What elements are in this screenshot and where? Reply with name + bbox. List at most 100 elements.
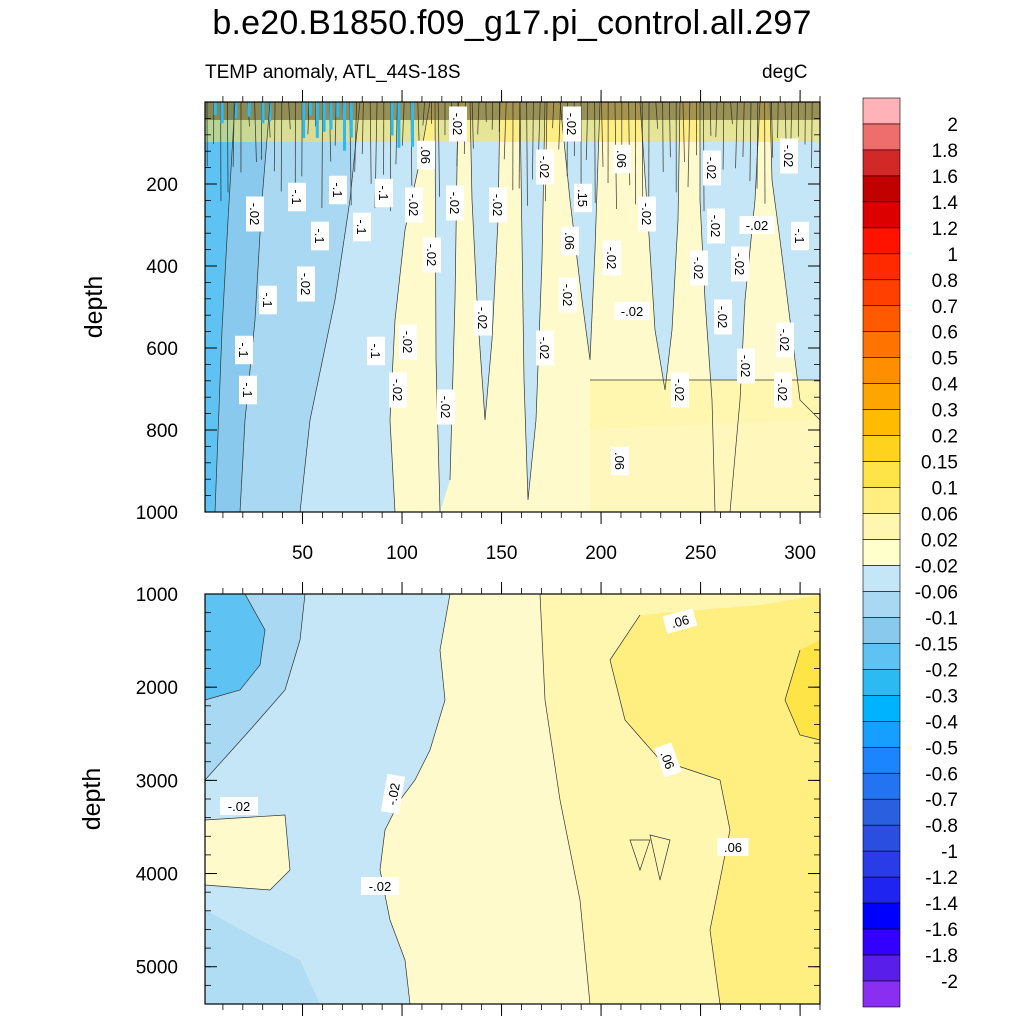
contour-label-lower-5: .06 — [717, 838, 749, 856]
colorbar-level-label-32: -1.8 — [925, 946, 958, 967]
colorbar-swatch-9 — [862, 331, 901, 359]
y-tick-label-4: 5000 — [136, 958, 178, 979]
surface-streak-83 — [771, 102, 774, 158]
contour-label-lower-1: -.02 — [380, 773, 406, 815]
colorbar-level-label-18: -0.06 — [915, 582, 958, 603]
y-tick-label-2: 3000 — [136, 771, 178, 792]
colorbar-swatch-24 — [862, 721, 901, 748]
surface-streak-7 — [254, 102, 257, 162]
svg-text:-.02: -.02 — [537, 337, 552, 359]
svg-text:-.02: -.02 — [715, 306, 730, 328]
colorbar-swatch-20 — [862, 617, 901, 644]
lower-axis-ticks: 1000 2000 3000 4000 5000 — [136, 582, 821, 1016]
colorbar-level-label-24: -0.5 — [925, 738, 958, 759]
contour-label-upper-33: -.02 — [536, 330, 554, 366]
contour-label-upper-13: .15 — [574, 183, 592, 213]
x-tick-label-1: 100 — [386, 543, 418, 564]
surface-streak-77 — [730, 102, 733, 124]
contour-label-upper-1: -.1 — [288, 182, 306, 212]
colorbar-level-label-16: 0.02 — [921, 531, 958, 552]
contour-label-upper-6: -.02 — [405, 187, 423, 223]
contour-label-upper-16: -.02 — [703, 150, 721, 186]
contour-label-upper-25: -.02 — [739, 216, 775, 234]
surface-streak-12 — [288, 102, 291, 130]
surface-streak-28 — [395, 102, 398, 165]
contour-label-upper-30: -.02 — [399, 324, 417, 360]
surface-streak-15 — [307, 102, 310, 135]
svg-text:.06: .06 — [657, 749, 677, 771]
surface-streak-29 — [401, 102, 405, 146]
colorbar-swatch-13 — [862, 435, 901, 462]
contour-label-upper-38: -.02 — [671, 372, 689, 408]
surface-cold-cell-30 — [411, 102, 414, 147]
chart-subtitle-variable: TEMP anomaly, ATL_44S-18S — [205, 62, 461, 83]
colorbar-level-label-22: -0.3 — [925, 686, 958, 707]
x-tick-label-4: 250 — [685, 543, 717, 564]
y-tick-label-1: 2000 — [136, 678, 178, 699]
surface-cold-cell-1 — [213, 102, 217, 116]
colorbar-swatch-5 — [862, 227, 901, 255]
svg-text:.06: .06 — [669, 612, 690, 631]
lower-y-axis-label: depth — [78, 768, 106, 831]
contour-label-upper-26: -.1 — [259, 285, 277, 315]
upper-axis-ticks: 200 400 600 800 1000 50 100 150 200 250 300 — [136, 90, 821, 564]
surface-streak-24 — [369, 102, 372, 184]
surface-streak-32 — [422, 102, 425, 126]
contour-label-upper-27: -.02 — [297, 266, 315, 302]
surface-streak-84 — [777, 102, 779, 139]
surface-cold-cell-4 — [234, 102, 238, 119]
colorbar-swatch-3 — [862, 175, 901, 203]
surface-streak-71 — [687, 102, 691, 187]
contour-label-upper-19: .06 — [561, 226, 579, 256]
surface-streak-66 — [655, 102, 659, 129]
colorbar-swatch-30 — [862, 876, 901, 904]
contour-label-upper-37: .06 — [611, 446, 629, 476]
svg-text:-.02: -.02 — [732, 253, 747, 275]
colorbar-level-label-2: 1.6 — [932, 167, 958, 188]
colorbar-swatch-4 — [862, 201, 901, 229]
colorbar-level-label-10: 0.4 — [932, 375, 959, 396]
x-tick-label-2: 150 — [486, 543, 518, 564]
surface-streak-78 — [735, 102, 738, 169]
colorbar-swatch-6 — [862, 253, 901, 281]
colorbar-level-label-15: 0.06 — [921, 505, 958, 526]
colorbar-level-label-20: -0.15 — [915, 634, 958, 655]
colorbar-swatch-25 — [862, 746, 901, 774]
colorbar-swatch-29 — [862, 850, 901, 878]
contour-label-upper-24: -.02 — [707, 208, 725, 244]
contour-label-upper-2: -.1 — [329, 175, 347, 205]
colorbar-swatch-14 — [862, 461, 901, 488]
svg-text:-.02: -.02 — [438, 396, 453, 418]
contour-label-upper-40: -.02 — [774, 372, 792, 408]
contour-label-lower-4: .06 — [654, 742, 682, 778]
svg-text:-.02: -.02 — [708, 215, 723, 237]
contour-label-upper-41: -.02 — [389, 372, 407, 408]
contour-label-lower-0: -.02 — [220, 797, 258, 815]
colorbar-swatch-0 — [862, 97, 901, 125]
surface-streak-17 — [321, 102, 323, 208]
svg-text:.15: .15 — [575, 189, 590, 207]
lower-contour-labels: -.02 -.02 -.02 .06 .06 .06 — [220, 608, 749, 895]
surface-streak-81 — [756, 102, 759, 189]
surface-streak-40 — [477, 102, 480, 135]
colorbar-swatch-10 — [862, 357, 901, 384]
contour-label-upper-4: -.1 — [311, 221, 329, 251]
colorbar-swatch-23 — [862, 695, 901, 722]
svg-text:-.02: -.02 — [384, 782, 403, 807]
surface-cold-cell-14 — [302, 102, 306, 139]
surface-streak-67 — [662, 102, 664, 172]
svg-text:.06: .06 — [724, 840, 742, 855]
surface-streak-49 — [538, 102, 541, 155]
surface-cold-cell-6 — [247, 102, 251, 117]
surface-streak-39 — [471, 102, 474, 149]
surface-cold-cell-15 — [309, 102, 312, 116]
svg-text:-.1: -.1 — [354, 219, 369, 234]
contour-label-upper-17: -.02 — [780, 138, 798, 174]
upper-contour-lines — [214, 102, 820, 512]
surface-streak-34 — [437, 102, 440, 197]
colorbar-level-label-8: 0.6 — [932, 323, 958, 344]
x-tick-label-3: 200 — [585, 543, 617, 564]
surface-streak-75 — [715, 102, 718, 138]
lower-panel-field — [205, 594, 820, 1004]
